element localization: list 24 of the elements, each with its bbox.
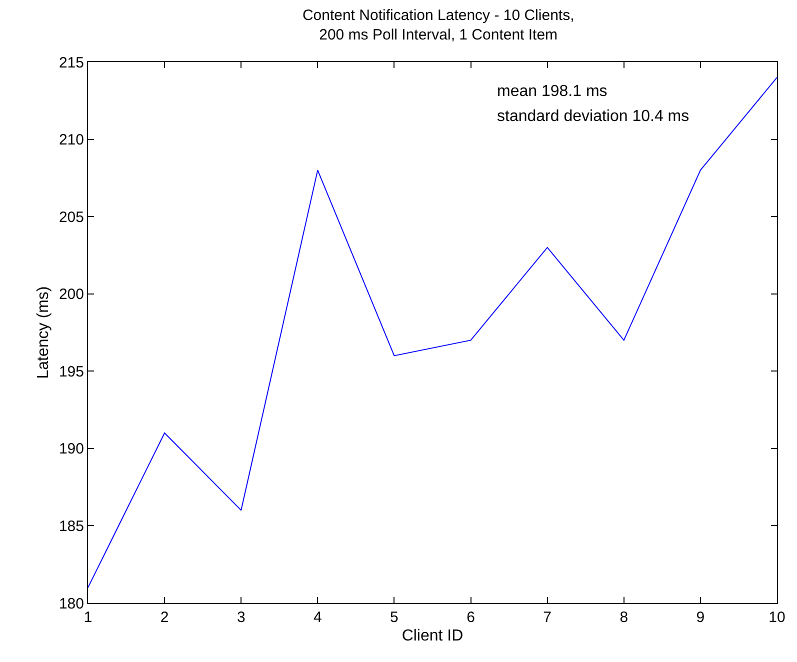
y-tick-label: 215 bbox=[58, 54, 84, 72]
x-tick-label: 7 bbox=[543, 609, 552, 626]
x-tick-label: 8 bbox=[620, 609, 628, 626]
y-tick-label: 200 bbox=[58, 286, 84, 304]
x-axis-title: Client ID bbox=[402, 628, 464, 645]
x-tick-label: 4 bbox=[314, 609, 322, 626]
x-tick-label: 5 bbox=[390, 609, 398, 626]
y-tick-label: 195 bbox=[58, 363, 84, 380]
x-tick-label: 6 bbox=[466, 609, 475, 626]
y-tick-label: 210 bbox=[58, 132, 84, 149]
x-tick-label: 10 bbox=[768, 609, 786, 626]
y-axis-title: Latency (ms) bbox=[34, 286, 52, 379]
line-series bbox=[88, 76, 777, 588]
y-tick-label: 190 bbox=[58, 440, 84, 458]
chart-title: Content Notification Latency - 10 Clients, 200 ms Poll Interval, 1 Content Item bbox=[302, 6, 574, 44]
x-tick-label: 2 bbox=[160, 609, 169, 626]
annotation: mean 198.1 ms bbox=[497, 83, 608, 100]
x-tick-label: 3 bbox=[236, 609, 246, 626]
annotation: standard deviation 10.4 ms bbox=[497, 108, 690, 125]
y-tick-label: 180 bbox=[58, 595, 84, 612]
y-tick-label: 205 bbox=[58, 208, 84, 226]
x-tick-label: 9 bbox=[696, 609, 705, 626]
x-tick-label: 1 bbox=[84, 609, 92, 626]
y-tick-label: 185 bbox=[58, 518, 84, 535]
